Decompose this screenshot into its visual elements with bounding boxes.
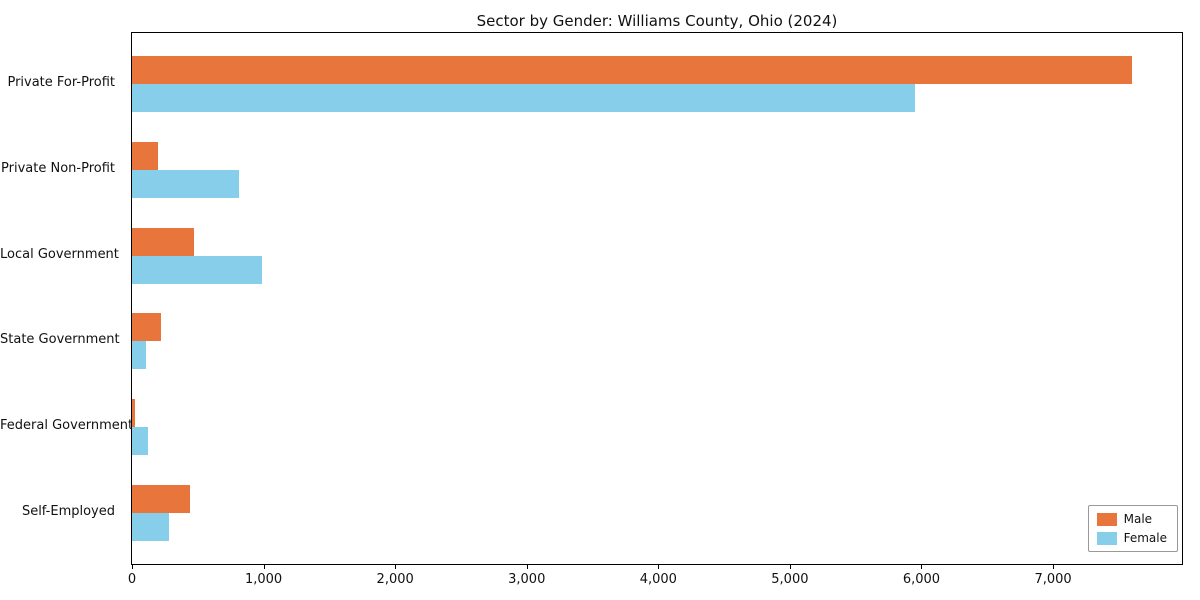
x-tick-label-7000: 7,000 [1034,572,1072,587]
x-tick-mark-6000 [921,565,923,569]
category-label-local-government: Local Government [0,246,119,262]
bar-male-private-for-profit [132,56,1132,85]
chart-title: Sector by Gender: Williams County, Ohio … [476,12,838,30]
bar-male-private-non-profit [132,142,159,171]
x-tick-label-5000: 5,000 [771,572,809,587]
legend-label-male: Male [1123,512,1153,526]
y-axis-category-labels: Private For-Profit Private Non-Profit Loca… [0,32,134,565]
bar-female-self-employed [132,512,169,541]
bar-female-state-government [132,341,147,370]
x-tick-mark-7000 [1053,565,1055,569]
x-tick-label-6000: 6,000 [902,572,941,587]
bar-female-local-government [132,255,263,284]
x-tick-mark-1000 [263,565,265,569]
x-tick-label-1000: 1,000 [244,572,283,587]
bar-male-state-government [132,313,161,342]
category-label-self-employed: Self-Employed [21,503,115,519]
x-axis: 0 1,000 2,000 3,000 4,000 5,000 6,000 7,000 [127,565,1183,595]
bar-female-private-non-profit [132,170,239,199]
x-tick-label-3000: 3,000 [508,572,546,587]
x-tick-mark-5000 [789,565,791,569]
x-tick-label-4000: 4,000 [639,572,677,587]
x-tick-mark-3000 [526,565,528,569]
bar-male-federal-government [132,398,136,427]
legend-entry-male: Male [1096,512,1167,526]
bar-male-self-employed [132,484,190,513]
category-label-state-government: State Government [0,332,120,348]
legend-label-female: Female [1123,531,1167,545]
x-tick-mark-0 [132,565,133,569]
x-tick-label-0: 0 [127,572,137,587]
legend-swatch-female [1096,531,1117,545]
bar-male-local-government [132,227,194,256]
bar-female-private-for-profit [132,84,915,113]
category-label-private-for-profit: Private For-Profit [7,75,115,91]
bar-female-federal-government [132,426,148,455]
legend: Male Female [1087,505,1178,552]
x-tick-mark-2000 [395,565,397,569]
category-label-private-non-profit: Private Non-Profit [1,161,115,177]
legend-swatch-male [1096,512,1117,526]
legend-entry-female: Female [1096,531,1167,545]
plot-area: Male Female [131,32,1183,565]
x-tick-label-2000: 2,000 [376,572,414,587]
x-tick-mark-4000 [658,565,660,569]
category-label-federal-government: Federal Government [0,417,134,433]
